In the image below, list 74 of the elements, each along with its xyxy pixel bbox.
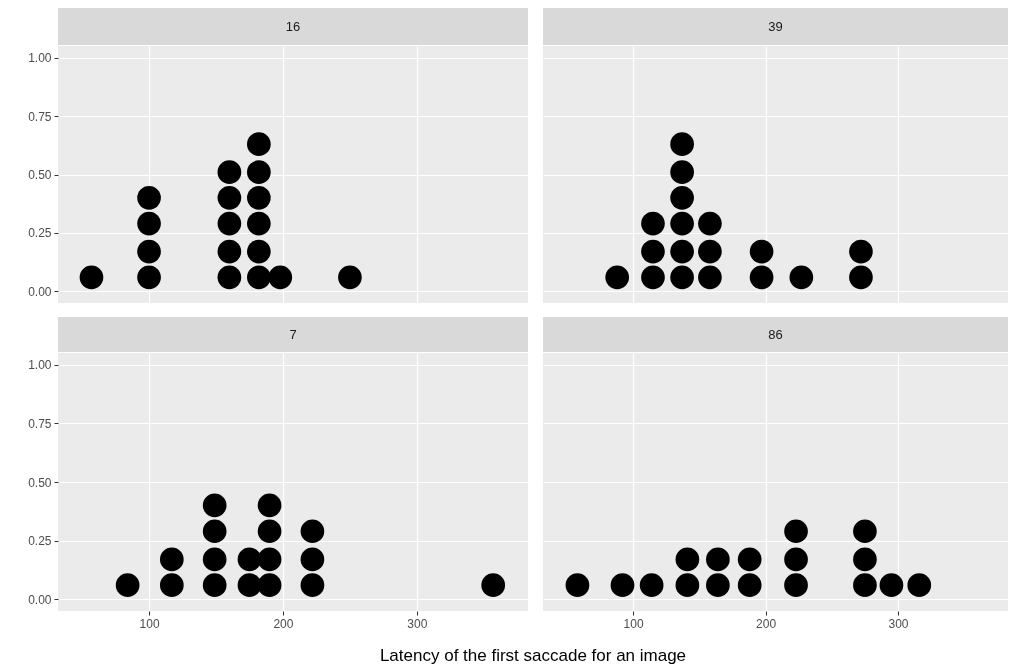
point (217, 211, 242, 236)
point (300, 547, 325, 572)
point (247, 132, 271, 156)
point (247, 239, 271, 264)
point (217, 160, 242, 184)
point (247, 211, 271, 236)
point (137, 239, 161, 264)
point (79, 265, 104, 290)
y-tick-label: 0.00 (28, 284, 52, 299)
point (137, 186, 161, 210)
point (641, 239, 665, 264)
point (698, 211, 722, 236)
point (159, 547, 184, 572)
point (202, 573, 227, 598)
point (257, 547, 282, 572)
point (670, 239, 694, 264)
x-axis-title: Latency of the first saccade for an image (378, 646, 688, 666)
x-tick-label: 200 (273, 616, 294, 631)
y-tick-label: 1.00 (28, 358, 52, 373)
y-tick-label: 0.50 (28, 475, 52, 490)
x-tick-label: 100 (623, 616, 644, 631)
point (217, 186, 242, 210)
point (247, 160, 271, 184)
y-tick-label: 0.25 (28, 226, 52, 241)
y-tick-label: 0.00 (28, 592, 52, 607)
point (137, 211, 161, 236)
point (217, 239, 242, 264)
point (481, 573, 506, 598)
y-tick-label: 0.50 (28, 168, 52, 182)
point (670, 160, 694, 184)
point (202, 547, 227, 572)
point (698, 239, 722, 264)
chart-title: 39 (543, 8, 1008, 45)
point (159, 573, 184, 598)
point (749, 239, 774, 264)
y-tick-label: 0.75 (28, 109, 52, 124)
point (300, 519, 325, 544)
point (115, 573, 140, 598)
point (641, 211, 665, 236)
point (749, 265, 774, 290)
x-tick-label: 300 (407, 616, 428, 631)
point (670, 132, 694, 156)
y-tick-label: 0.25 (28, 534, 52, 549)
point (247, 265, 271, 290)
point (257, 519, 282, 544)
point (257, 493, 282, 518)
point (338, 265, 362, 290)
point (217, 265, 242, 290)
point (257, 573, 282, 598)
point (849, 265, 873, 290)
point (641, 265, 665, 290)
chart-title: 86 (543, 317, 1008, 352)
point (202, 519, 227, 544)
point (237, 573, 262, 598)
point (237, 547, 262, 572)
point (670, 265, 694, 290)
point (605, 265, 630, 290)
point (300, 573, 325, 598)
point (849, 239, 873, 264)
point (137, 265, 161, 290)
chart-title: 7 (58, 317, 528, 352)
point (247, 186, 271, 210)
y-tick-label: 1.00 (28, 51, 52, 66)
chart-title: 16 (58, 8, 528, 45)
point (268, 265, 293, 290)
x-tick-label: 300 (888, 616, 909, 631)
point (202, 493, 227, 518)
point (670, 211, 694, 236)
x-tick-label: 200 (756, 616, 777, 631)
x-tick-label: 100 (139, 616, 160, 631)
point (670, 186, 694, 210)
point (698, 265, 722, 290)
point (789, 265, 814, 290)
y-tick-label: 0.75 (28, 416, 52, 431)
